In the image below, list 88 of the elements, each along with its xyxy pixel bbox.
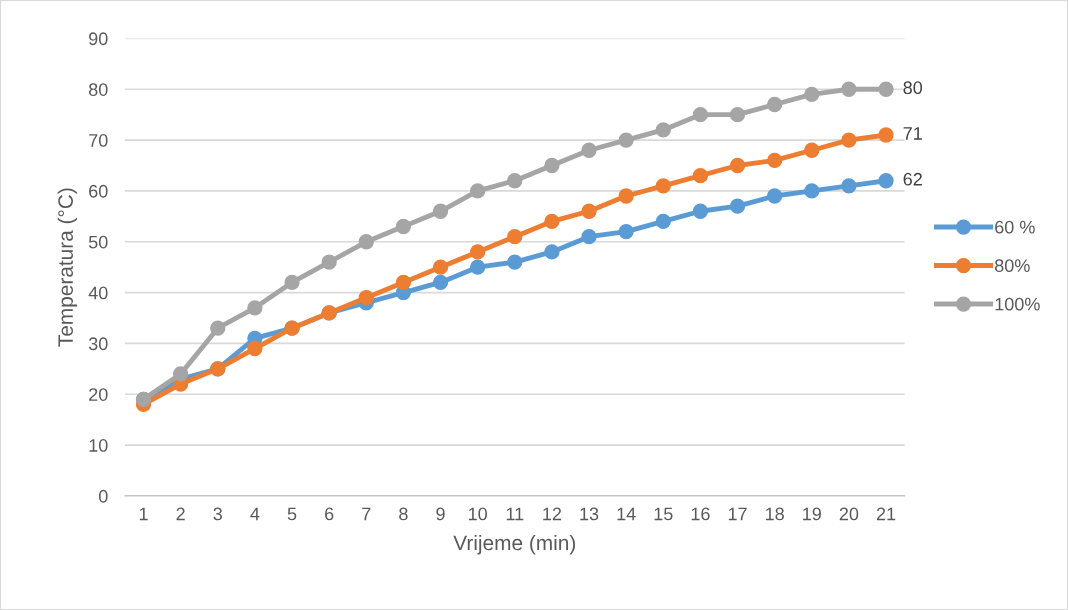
point bbox=[692, 107, 709, 123]
point bbox=[210, 320, 226, 336]
legend-label: 100% bbox=[995, 297, 1040, 311]
point bbox=[581, 203, 597, 219]
point bbox=[878, 127, 894, 143]
y-tick-label: 10 bbox=[89, 439, 108, 452]
y-tick-label: 40 bbox=[88, 286, 108, 300]
x-tick-label: 6 bbox=[325, 507, 334, 521]
y-tick-label: 50 bbox=[88, 235, 108, 249]
point bbox=[247, 340, 263, 357]
point bbox=[544, 244, 560, 260]
x-tick-label: 7 bbox=[362, 507, 371, 521]
point bbox=[618, 223, 634, 240]
x-tick-label: 4 bbox=[250, 507, 260, 521]
y-tick-label: 20 bbox=[89, 388, 108, 401]
point bbox=[729, 198, 746, 214]
data-label: 80 bbox=[903, 81, 923, 95]
point bbox=[470, 183, 486, 199]
x-tick-label: 16 bbox=[691, 507, 710, 521]
point bbox=[692, 168, 709, 184]
point bbox=[284, 274, 300, 291]
y-axis-title: Temperatura (°C) bbox=[57, 188, 78, 347]
point bbox=[804, 183, 820, 199]
point bbox=[507, 173, 523, 189]
point bbox=[618, 132, 634, 148]
x-tick-label: 15 bbox=[654, 507, 673, 521]
legend-label: 60 % bbox=[995, 220, 1035, 234]
point bbox=[878, 81, 894, 97]
x-axis-title: Vrijeme (min) bbox=[453, 534, 576, 555]
legend-label: 80% bbox=[995, 259, 1030, 273]
point bbox=[581, 142, 597, 158]
point bbox=[395, 274, 412, 291]
point bbox=[581, 229, 597, 245]
point bbox=[804, 86, 820, 102]
point bbox=[767, 96, 783, 113]
point bbox=[655, 178, 671, 194]
x-tick-label: 19 bbox=[803, 507, 821, 521]
point bbox=[804, 142, 820, 158]
point bbox=[470, 259, 486, 275]
point bbox=[358, 290, 374, 306]
point bbox=[173, 366, 189, 382]
point bbox=[432, 259, 449, 275]
point bbox=[507, 254, 523, 270]
y-tick-label: 60 bbox=[89, 184, 108, 198]
x-tick-label: 8 bbox=[399, 507, 408, 521]
point bbox=[729, 107, 746, 123]
point bbox=[878, 173, 894, 189]
x-tick-label: 20 bbox=[839, 507, 859, 521]
y-tick-label: 70 bbox=[89, 134, 108, 147]
point bbox=[729, 157, 746, 174]
point bbox=[247, 300, 263, 316]
point bbox=[767, 152, 783, 169]
point bbox=[507, 229, 523, 245]
point bbox=[432, 203, 449, 219]
point bbox=[358, 234, 374, 250]
data-label: 62 bbox=[903, 172, 922, 186]
x-tick-label: 10 bbox=[468, 507, 487, 521]
point bbox=[841, 178, 857, 194]
point bbox=[841, 81, 857, 97]
point bbox=[544, 157, 560, 174]
point bbox=[767, 188, 783, 204]
point bbox=[692, 203, 709, 219]
point bbox=[544, 213, 560, 230]
x-tick-label: 14 bbox=[617, 507, 636, 521]
x-tick-label: 5 bbox=[287, 507, 297, 521]
point bbox=[395, 218, 412, 235]
point bbox=[655, 122, 671, 138]
x-tick-label: 12 bbox=[543, 507, 562, 521]
x-tick-label: 3 bbox=[213, 507, 222, 521]
y-tick-label: 90 bbox=[89, 32, 108, 46]
x-tick-label: 18 bbox=[765, 507, 784, 521]
x-tick-label: 11 bbox=[506, 507, 524, 521]
y-tick-label: 80 bbox=[88, 83, 108, 96]
data-label: 71 bbox=[903, 127, 922, 140]
x-tick-label: 1 bbox=[139, 507, 148, 521]
y-tick-label: 30 bbox=[88, 337, 108, 351]
point bbox=[321, 254, 337, 270]
x-tick-label: 2 bbox=[176, 507, 185, 521]
point bbox=[470, 244, 486, 260]
point bbox=[432, 274, 449, 291]
point bbox=[655, 213, 671, 230]
y-tick-label: 0 bbox=[98, 489, 108, 503]
x-tick-label: 9 bbox=[436, 507, 445, 521]
x-tick-label: 17 bbox=[728, 507, 747, 521]
x-tick-label: 21 bbox=[876, 507, 896, 521]
point bbox=[618, 188, 634, 204]
x-tick-label: 13 bbox=[580, 507, 599, 521]
point bbox=[841, 132, 857, 148]
